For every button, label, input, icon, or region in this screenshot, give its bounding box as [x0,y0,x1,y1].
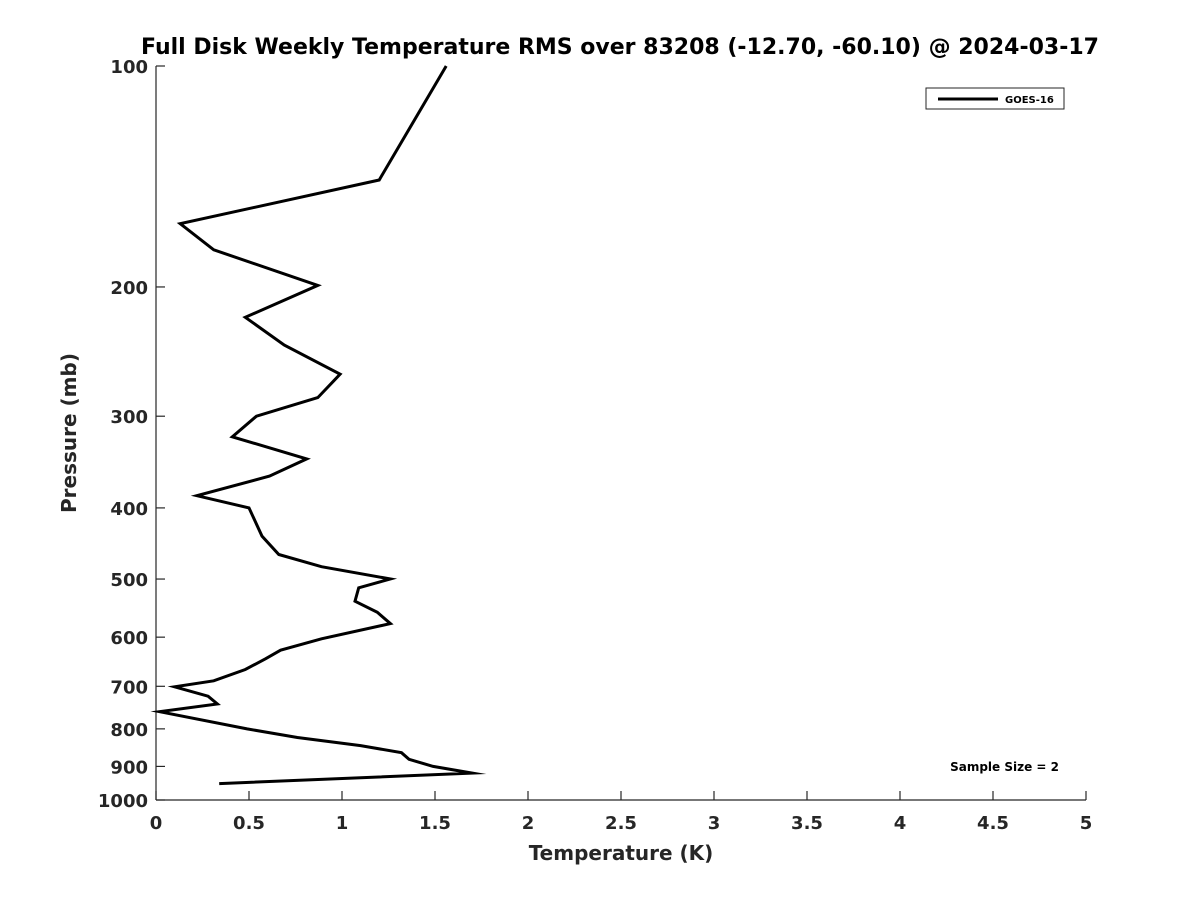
y-tick-label: 900 [110,757,148,778]
legend: GOES-16 [925,87,1065,110]
sample-size-annotation: Sample Size = 2 [950,760,1059,774]
chart-title: Full Disk Weekly Temperature RMS over 83… [141,35,1099,60]
x-tick-label: 5 [1080,813,1093,834]
y-ticks: 100 200 300 400 500 600 700 800 900 1000 [98,57,165,812]
x-axis-label: Temperature (K) [529,841,714,865]
x-tick-label: 3 [708,813,721,834]
x-tick-label: 2 [522,813,535,834]
x-tick-label: 2.5 [605,813,637,834]
y-tick-label: 400 [110,499,148,520]
y-tick-label: 200 [110,278,148,299]
y-tick-label: 600 [110,628,148,649]
x-tick-label: 4.5 [977,813,1009,834]
x-tick-label: 4 [894,813,907,834]
y-tick-label: 700 [110,677,148,698]
axes [155,66,1086,801]
x-tick-label: 0 [150,813,163,834]
y-tick-label: 500 [110,570,148,591]
x-ticks: 0 0.5 1 1.5 2 2.5 3 3.5 4 4.5 5 [150,791,1093,834]
series-line-goes-16 [150,65,487,786]
x-tick-label: 1.5 [419,813,451,834]
series-layer [150,65,487,786]
legend-label-goes-16: GOES-16 [1005,95,1054,106]
x-tick-label: 0.5 [233,813,265,834]
x-tick-label: 1 [336,813,349,834]
y-tick-label: 300 [110,407,148,428]
y-tick-label: 1000 [98,791,148,812]
y-axis-label: Pressure (mb) [57,353,81,513]
y-tick-label: 100 [110,57,148,78]
x-tick-label: 3.5 [791,813,823,834]
y-tick-label: 800 [110,720,148,741]
